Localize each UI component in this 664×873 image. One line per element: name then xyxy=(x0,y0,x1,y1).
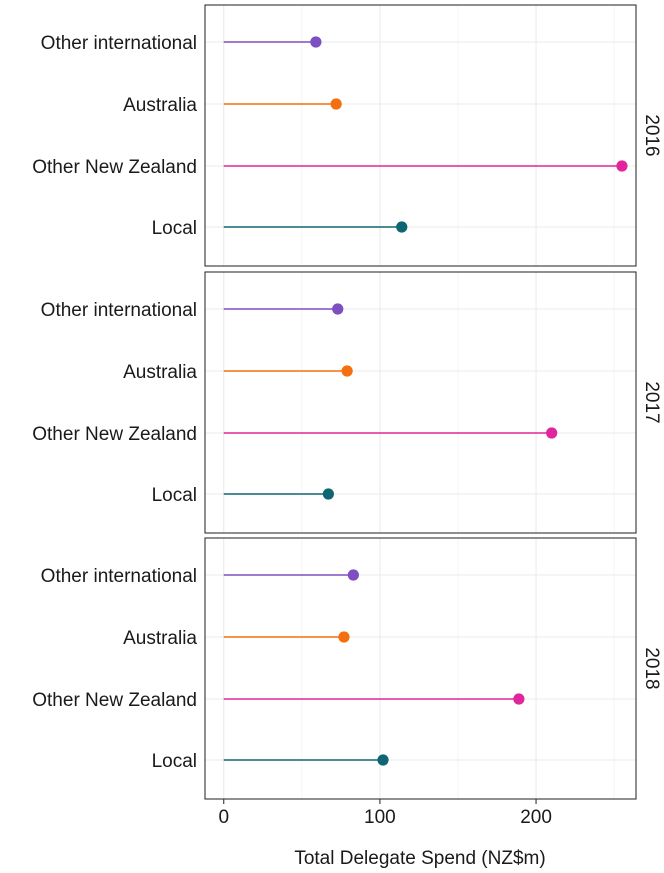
panel-border xyxy=(204,4,637,267)
lollipop-point-australia-2017 xyxy=(341,365,353,377)
lollipop-point-australia-2018 xyxy=(338,631,350,643)
y-tick-label: Local xyxy=(152,485,197,506)
lollipop-point-other-new-zealand-2017 xyxy=(546,427,558,439)
lollipop-point-other-new-zealand-2016 xyxy=(616,160,628,172)
lollipop-point-other-new-zealand-2018 xyxy=(513,693,525,705)
panel-border xyxy=(204,271,637,534)
y-tick-label: Other New Zealand xyxy=(32,157,197,178)
facet-strip-label: 2016 xyxy=(641,114,662,156)
x-tick-label: 0 xyxy=(218,807,229,828)
y-tick-label: Local xyxy=(152,751,197,772)
facet-panel-2016: Other international Australia Other New Ze… xyxy=(32,4,662,267)
x-axis-title: Total Delegate Spend (NZ$m) xyxy=(294,848,545,869)
y-tick-label: Australia xyxy=(123,95,197,116)
panel-border xyxy=(204,537,637,800)
y-tick-label: Australia xyxy=(123,362,197,383)
x-axis: 0 100 200 xyxy=(218,799,552,828)
facet-strip-label: 2018 xyxy=(641,647,662,689)
y-tick-label: Other New Zealand xyxy=(32,690,197,711)
lollipop-point-other-international-2016 xyxy=(310,36,322,48)
facet-panels: Other international Australia Other New Ze… xyxy=(32,4,662,800)
lollipop-point-local-2016 xyxy=(396,221,408,233)
lollipop-point-other-international-2017 xyxy=(332,303,344,315)
y-tick-label: Australia xyxy=(123,628,197,649)
y-tick-label: Other international xyxy=(41,300,197,321)
y-tick-label: Local xyxy=(152,218,197,239)
lollipop-point-australia-2016 xyxy=(330,98,342,110)
y-tick-label: Other international xyxy=(41,33,197,54)
lollipop-point-local-2017 xyxy=(322,488,334,500)
facet-panel-2018: Other international Australia Other New Ze… xyxy=(32,537,662,800)
x-tick-label: 100 xyxy=(364,807,396,828)
facet-strip-label: 2017 xyxy=(641,381,662,423)
y-tick-label: Other New Zealand xyxy=(32,424,197,445)
y-tick-label: Other international xyxy=(41,566,197,587)
lollipop-point-other-international-2018 xyxy=(347,569,359,581)
lollipop-point-local-2018 xyxy=(377,754,389,766)
x-tick-label: 200 xyxy=(520,807,552,828)
facet-panel-2017: Other international Australia Other New Ze… xyxy=(32,271,662,534)
